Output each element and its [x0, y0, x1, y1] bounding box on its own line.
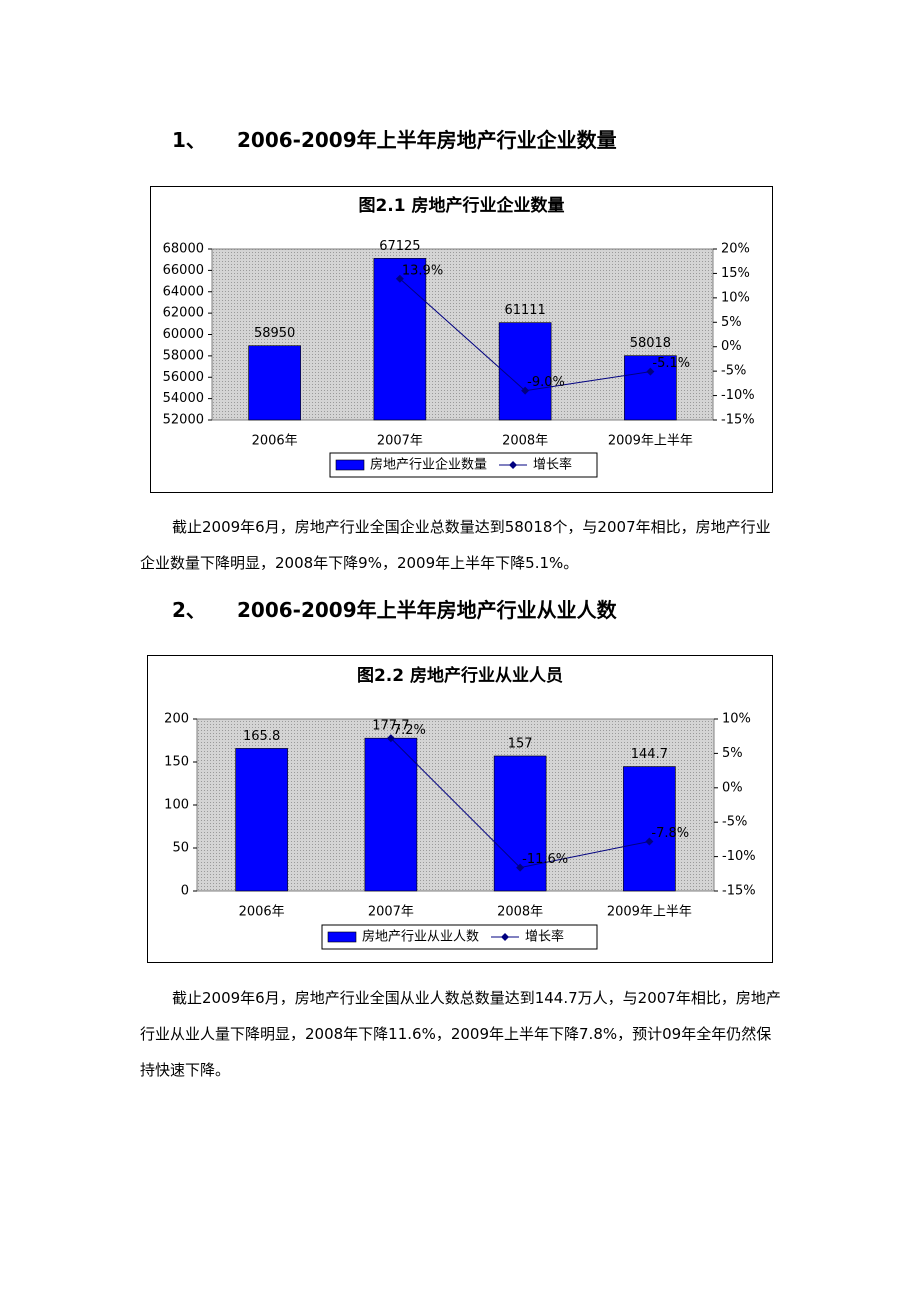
y2-tick-label: 5% [721, 315, 742, 330]
legend-swatch [501, 933, 510, 941]
line-label: -7.8% [651, 826, 689, 841]
y-tick-label: 56000 [163, 370, 204, 385]
line-label: 7.2% [393, 723, 426, 738]
heading-number: 2、 [172, 598, 206, 622]
bar-label: 61111 [504, 303, 545, 318]
x-tick-label: 2008年 [502, 434, 548, 449]
y-tick-label: 58000 [163, 348, 204, 363]
x-tick-label: 2007年 [377, 434, 423, 449]
x-tick-label: 2008年 [497, 905, 543, 920]
chart-title: 图2.1 房地产行业企业数量 [358, 195, 564, 216]
line-label: -9.0% [527, 375, 565, 390]
heading-number: 1、 [172, 128, 206, 152]
chart-title: 图2.2 房地产行业从业人员 [357, 665, 563, 686]
chart: 图2.1 房地产行业企业数量 52000 54000 56000 58000 60000 6… [150, 186, 773, 493]
x-tick-label: 2006年 [239, 905, 285, 920]
y-tick-label: 0 [181, 884, 189, 899]
paragraph: 截止2009年6月，房地产行业全国从业人数总数量达到144.7万人，与2007年… [140, 989, 781, 1079]
y2-tick-label: 0% [721, 339, 742, 354]
bar [364, 737, 418, 892]
line-marker [645, 837, 654, 846]
legend-swatch [509, 461, 518, 469]
y-tick-label: 52000 [163, 413, 204, 428]
bar-label: 165.8 [243, 729, 280, 744]
x-tick-label: 2009年上半年 [607, 905, 692, 920]
legend-label: 增长率 [525, 929, 564, 945]
bar [623, 766, 676, 892]
legend-label: 房地产行业企业数量 [370, 457, 487, 473]
bar-label: 157 [508, 736, 533, 751]
y2-tick-label: -15% [722, 884, 756, 899]
bar [235, 748, 288, 892]
y-tick-label: 54000 [163, 391, 204, 406]
y2-tick-label: -10% [722, 849, 756, 864]
bar [624, 355, 677, 421]
y-tick-label: 100 [164, 798, 189, 813]
y2-tick-label: 0% [722, 780, 743, 795]
heading-title: 2006-2009年上半年房地产行业企业数量 [237, 128, 617, 152]
bar-label: 67125 [379, 239, 420, 254]
legend [321, 924, 598, 950]
y2-tick-label: 20% [721, 242, 750, 257]
bar-label: 177.7 [372, 719, 409, 734]
line-marker [646, 367, 655, 376]
line-marker [516, 863, 525, 872]
y-tick-label: 68000 [163, 242, 204, 257]
y-tick-label: 62000 [163, 306, 204, 321]
y-tick-label: 200 [164, 712, 189, 727]
bar-label: 144.7 [631, 747, 668, 762]
y2-tick-label: 10% [721, 290, 750, 305]
x-tick-label: 2009年上半年 [608, 434, 693, 449]
x-tick-label: 2007年 [368, 905, 414, 920]
legend-label: 增长率 [533, 457, 572, 473]
legend-label: 房地产行业从业人数 [362, 929, 479, 945]
y2-tick-label: -10% [721, 388, 755, 403]
y2-tick-label: 15% [721, 266, 750, 281]
line-label: 13.9% [402, 263, 443, 278]
y-tick-label: 60000 [163, 327, 204, 342]
y2-tick-label: -15% [721, 413, 755, 428]
y2-tick-label: 5% [722, 746, 743, 761]
heading-title: 2006-2009年上半年房地产行业从业人数 [237, 598, 617, 622]
line-label: -5.1% [652, 356, 690, 371]
bar-label: 58018 [630, 336, 671, 351]
y-tick-label: 50 [172, 841, 189, 856]
y2-tick-label: -5% [721, 364, 746, 379]
bar [248, 345, 301, 421]
paragraph: 截止2009年6月，房地产行业全国企业总数量达到58018个，与2007年相比，… [140, 518, 771, 572]
line-marker [395, 274, 404, 283]
chart: 图2.2 房地产行业从业人员 0 50 100 150 200 -15% -10% -5% 0% 5… [147, 655, 773, 963]
x-tick-label: 2006年 [252, 434, 298, 449]
y2-tick-label: -5% [722, 815, 747, 830]
line-marker [386, 734, 395, 743]
y-tick-label: 150 [164, 755, 189, 770]
bar [498, 322, 552, 421]
y2-tick-label: 10% [722, 712, 751, 727]
bar [373, 258, 427, 421]
line-label: -11.6% [522, 852, 568, 867]
line-marker [521, 386, 530, 395]
bar-label: 58950 [254, 326, 295, 341]
y-tick-label: 64000 [163, 284, 204, 299]
legend [329, 452, 598, 478]
y-tick-label: 66000 [163, 263, 204, 278]
legend-swatch [335, 459, 365, 471]
legend-swatch [327, 931, 357, 943]
